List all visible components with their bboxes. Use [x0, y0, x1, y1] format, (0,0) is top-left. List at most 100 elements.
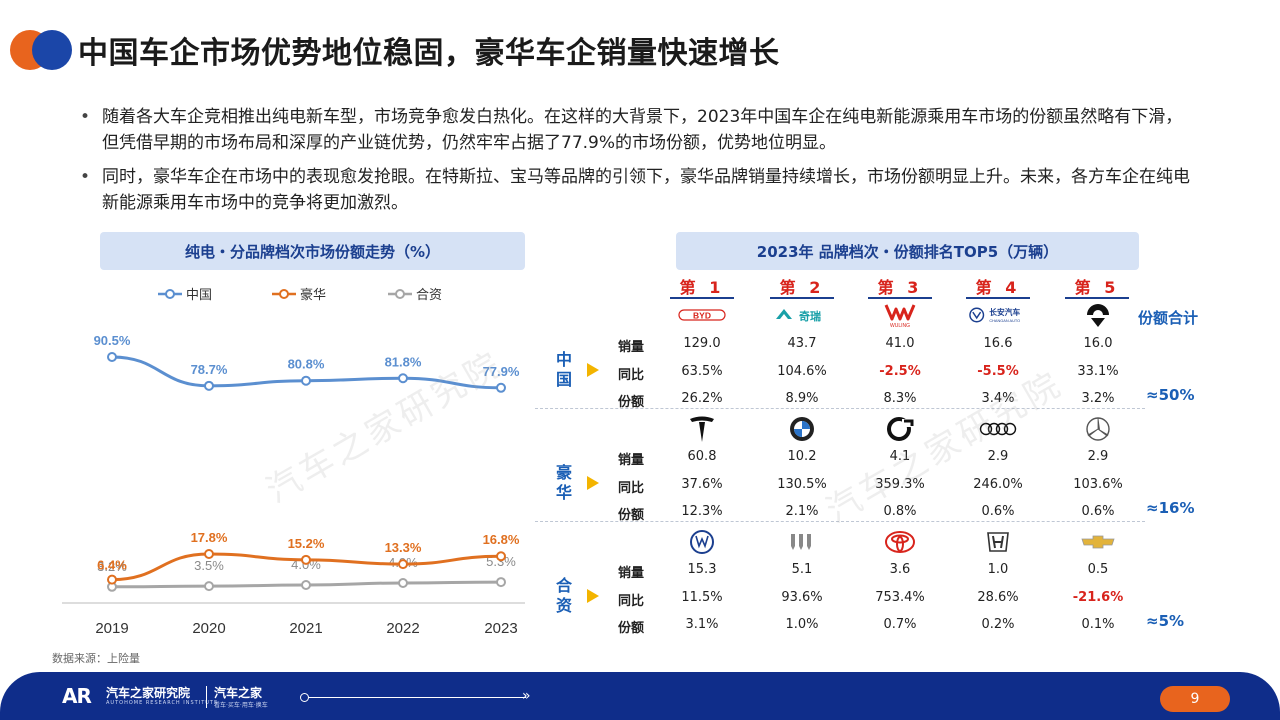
table-cell: 3.1%: [685, 617, 719, 632]
byd-logo-icon: BYD: [672, 300, 732, 330]
table-cell: 129.0: [683, 336, 721, 351]
table-cell: 8.9%: [785, 391, 819, 406]
table-cell: 60.8: [687, 449, 717, 464]
data-point: [107, 574, 117, 585]
table-cell: -21.6%: [1072, 589, 1124, 605]
data-label: 13.3%: [385, 540, 422, 555]
table-cell: 12.3%: [681, 504, 723, 519]
table-cell: 28.6%: [977, 589, 1019, 605]
metric-label: 同比: [618, 593, 645, 609]
data-label: 3.2%: [97, 559, 127, 574]
data-source: 数据来源：上险量: [52, 652, 140, 665]
legend-label: 豪华: [300, 287, 326, 303]
data-label: 6.4%: [97, 558, 127, 573]
group-arrow-icon: [587, 589, 599, 603]
footer-bar: [0, 672, 1280, 720]
table-cell: 2.1%: [785, 504, 819, 519]
share-total-合资: ≈5%: [1146, 612, 1185, 630]
table-cell: 1.0%: [785, 617, 819, 632]
tesla-logo-icon: [672, 414, 732, 444]
svg-text:奇瑞: 奇瑞: [799, 309, 821, 323]
title-decoration-icon: [10, 30, 72, 70]
table-cell: 3.6: [889, 562, 911, 577]
table-cell: 0.8%: [883, 504, 917, 519]
group-divider: [535, 521, 1145, 522]
share-total-中国: ≈50%: [1146, 386, 1195, 404]
page-number: 9: [1160, 686, 1230, 712]
group-arrow-icon: [587, 363, 599, 377]
group-label-豪华: 豪华: [555, 463, 572, 502]
legend-label: 合资: [416, 288, 442, 303]
data-point: [204, 581, 214, 592]
svg-text:CHANGAN AUTO: CHANGAN AUTO: [989, 318, 1020, 323]
table-cell: 10.2: [787, 449, 817, 464]
table-cell: 5.1: [791, 562, 813, 577]
footer-brand-2-sub: 看车·买车·用车·换车: [214, 702, 268, 709]
data-label: 77.9%: [483, 364, 520, 379]
data-point: [301, 375, 311, 386]
metric-label: 销量: [618, 453, 645, 468]
legend-label: 中国: [186, 288, 212, 303]
honda-logo-icon: [968, 527, 1028, 557]
table-cell: 33.1%: [1077, 363, 1119, 379]
table-cell: 63.5%: [681, 363, 723, 379]
buick-logo-icon: [772, 527, 832, 557]
progress-dot-icon: [300, 693, 309, 702]
nio-logo-icon: [1068, 300, 1128, 330]
svg-text:WULING: WULING: [890, 323, 910, 329]
table-cell: 0.1%: [1081, 617, 1115, 632]
metric-label: 销量: [618, 340, 645, 355]
table-cell: 359.3%: [875, 476, 925, 492]
data-point: [204, 380, 214, 391]
table-cell: 0.2%: [981, 617, 1015, 632]
data-label: 16.8%: [483, 532, 520, 547]
table-cell: 3.2%: [1081, 391, 1115, 406]
table-cell: -5.5%: [977, 363, 1019, 379]
svg-text:长安汽车: 长安汽车: [989, 307, 1020, 317]
data-point: [496, 382, 506, 393]
svg-text:BYD: BYD: [693, 311, 711, 321]
data-point: [398, 373, 408, 384]
page-title: 中国车企市场优势地位稳固，豪华车企销量快速增长: [78, 36, 780, 71]
x-tick-label: 2022: [386, 620, 419, 637]
rank-5: 第 5: [1074, 278, 1120, 297]
data-label: 3.5%: [194, 558, 224, 573]
data-label: 78.7%: [191, 362, 228, 377]
table-cell: 37.6%: [681, 476, 723, 492]
market-share-line-chart: 中国豪华合资201920202021202220233.2%3.5%4.0%4.…: [62, 287, 525, 637]
data-point: [107, 352, 117, 362]
table-cell: 103.6%: [1073, 476, 1123, 492]
bmw-logo-icon: [772, 414, 832, 444]
table-cell: 0.6%: [981, 504, 1015, 519]
rank-1: 第 1: [679, 278, 725, 297]
metric-label: 销量: [618, 566, 645, 581]
table-cell: 0.7%: [883, 617, 917, 632]
chery-logo-icon: 奇瑞: [772, 300, 832, 330]
footer-logo-icon: AR: [62, 684, 92, 708]
table-cell: 130.5%: [777, 476, 827, 492]
table-cell: 0.6%: [1081, 504, 1115, 519]
rank-3: 第 3: [877, 278, 923, 297]
rank-2: 第 2: [779, 278, 825, 297]
right-panel-title: 2023年 品牌档次・份额排名TOP5（万辆）: [676, 232, 1139, 270]
data-label: 5.3%: [486, 554, 516, 569]
data-label: 17.8%: [191, 530, 228, 545]
group-label-中国: 中国: [555, 350, 572, 389]
metric-label: 份额: [618, 395, 645, 410]
data-point: [496, 577, 506, 588]
x-tick-label: 2023: [484, 620, 517, 637]
bullet-list: 随着各大车企竞相推出纯电新车型，市场竞争愈发白热化。在这样的大背景下，2023年…: [78, 104, 1198, 224]
table-cell: 4.1: [889, 449, 911, 464]
group-divider: [535, 408, 1145, 409]
x-tick-label: 2021: [289, 620, 322, 637]
table-cell: 16.0: [1083, 336, 1113, 351]
share-total-豪华: ≈16%: [1146, 499, 1195, 517]
table-cell: 16.6: [983, 336, 1013, 351]
metric-label: 同比: [618, 367, 645, 383]
data-label: 15.2%: [288, 536, 325, 551]
legend-marker: [165, 289, 175, 299]
table-cell: 41.0: [885, 336, 915, 351]
bullet-item: 同时，豪华车企在市场中的表现愈发抢眼。在特斯拉、宝马等品牌的引领下，豪华品牌销量…: [78, 164, 1198, 216]
bullet-item: 随着各大车企竞相推出纯电新车型，市场竞争愈发白热化。在这样的大背景下，2023年…: [78, 104, 1198, 156]
legend-marker: [395, 289, 405, 299]
